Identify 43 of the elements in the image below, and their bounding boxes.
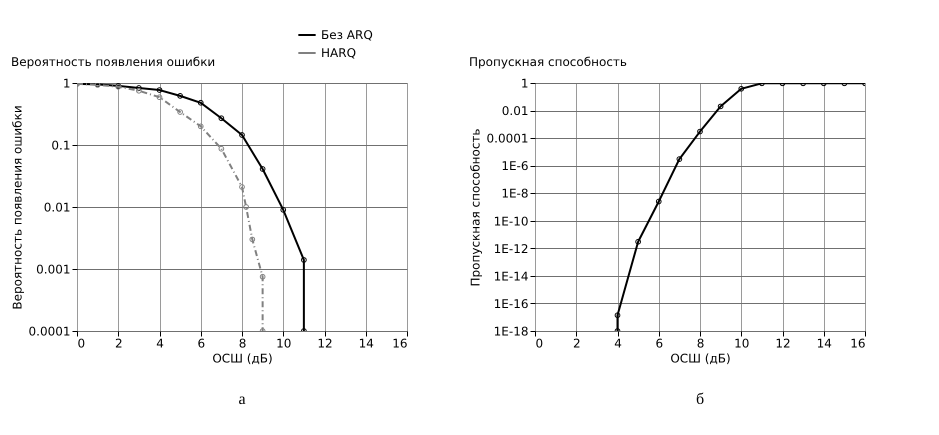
x-tick-label: 14: [816, 336, 832, 350]
x-tick-label: 6: [197, 336, 206, 350]
x-tick-label: 12: [317, 336, 333, 350]
x-tick-label: 0: [78, 336, 86, 350]
y-tick-label: 1E-8: [501, 186, 528, 201]
y-tick-label: 0.0001: [28, 324, 70, 338]
y-axis-title: Вероятность появления ошибки: [10, 105, 25, 310]
text: б: [696, 391, 704, 408]
x-axis-title: ОСШ (дБ): [670, 352, 731, 366]
x-tick-label: 4: [614, 336, 622, 350]
x-tick-label: 2: [114, 336, 123, 350]
chart-title: Вероятность появления ошибки: [11, 55, 216, 69]
y-tick-label: 0.01: [502, 104, 528, 118]
y-tick-label: 1: [520, 76, 528, 90]
x-tick-label: 6: [655, 336, 664, 350]
y-axis-title: Пропускная способность: [468, 128, 483, 286]
x-tick-label: 8: [696, 336, 704, 350]
x-tick-label: 10: [276, 336, 292, 350]
x-tick-label: 14: [358, 336, 374, 350]
y-tick-label: 0.001: [36, 262, 70, 276]
y-tick-label: 1E-10: [494, 214, 528, 228]
y-tick-label: 1E-16: [494, 296, 528, 311]
x-tick-label: 12: [775, 336, 791, 350]
x-tick-label: 0: [536, 336, 544, 350]
y-tick-label: 1E-14: [494, 269, 528, 284]
chart-title: Пропускная способность: [469, 55, 627, 69]
y-tick-label: 1E-6: [501, 159, 528, 174]
x-tick-label: 8: [238, 336, 246, 350]
y-tick-label: 0.1: [51, 138, 70, 152]
x-tick-label: 2: [572, 336, 581, 350]
legend-label: HARQ: [321, 46, 356, 60]
x-axis-title: ОСШ (дБ): [212, 352, 273, 366]
x-tick-label: 16: [850, 336, 866, 350]
legend-label: Без ARQ: [321, 28, 373, 42]
y-tick-label: 1E-18: [494, 324, 528, 338]
x-tick-label: 10: [734, 336, 750, 350]
y-tick-label: 1: [62, 76, 70, 90]
x-tick-label: 16: [392, 336, 408, 350]
text: а: [238, 391, 246, 408]
y-tick-label: 0.01: [44, 200, 70, 214]
y-tick-label: 0.0001: [486, 132, 528, 146]
x-tick-label: 4: [156, 336, 164, 350]
y-tick-label: 1E-12: [494, 242, 528, 256]
